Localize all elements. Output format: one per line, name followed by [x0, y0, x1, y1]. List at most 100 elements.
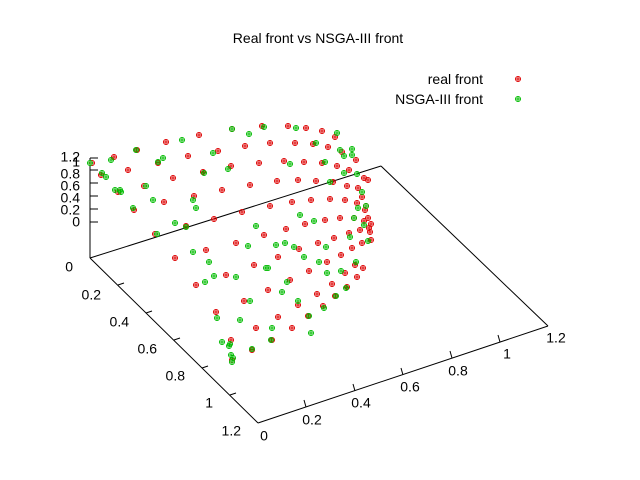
series-nsga-front [87, 124, 371, 365]
axis-y [89, 257, 259, 424]
data-point-nsga-front [206, 259, 212, 265]
data-point-nsga-front [150, 197, 156, 203]
data-point-real-front [357, 227, 363, 233]
data-point-nsga-front [321, 305, 327, 311]
y-tick-label: 0.2 [82, 287, 102, 303]
axis-right-edge [380, 165, 549, 327]
data-point-real-front [281, 158, 287, 164]
data-point-nsga-front [293, 125, 299, 131]
data-point-nsga-front [233, 274, 239, 280]
data-point-nsga-front [338, 268, 344, 274]
data-point-real-front [329, 281, 335, 287]
data-point-real-front [161, 199, 167, 205]
data-point-real-front [251, 262, 257, 268]
data-point-real-front [285, 123, 291, 129]
y-tick-label: 0.4 [110, 314, 130, 330]
data-point-nsga-front [354, 171, 360, 177]
data-point-nsga-front [237, 317, 243, 323]
y-axis-ticks: 0 0.2 0.4 0.6 0.8 1 1.2 [65, 259, 241, 439]
z-tick-label: 0 [72, 214, 80, 230]
z-tick-label: 0.4 [61, 190, 81, 206]
data-point-real-front [241, 298, 247, 304]
data-point-nsga-front [172, 220, 178, 226]
chart-title: Real front vs NSGA-III front [233, 30, 403, 46]
x-tick-label: 0.8 [448, 363, 468, 379]
data-point-nsga-front [316, 259, 322, 265]
data-point-nsga-front [225, 166, 231, 172]
data-point-nsga-front [284, 279, 290, 285]
data-point-real-front [365, 215, 371, 221]
data-point-nsga-front [287, 161, 293, 167]
y-tick-label: 0.8 [166, 368, 186, 384]
data-point-real-front [338, 252, 344, 258]
data-point-real-front [319, 160, 325, 166]
data-point-nsga-front [103, 174, 109, 180]
data-point-nsga-front [253, 223, 259, 229]
data-point-nsga-front [261, 124, 267, 130]
data-point-real-front [193, 282, 199, 288]
data-point-real-front [359, 240, 365, 246]
x-tick-label: 0.2 [302, 412, 322, 428]
data-point-nsga-front [359, 189, 365, 195]
data-point-nsga-front [334, 130, 340, 136]
data-point-nsga-front [349, 152, 355, 158]
y-tick-label: 0 [65, 259, 73, 275]
data-point-real-front [267, 140, 273, 146]
data-point-nsga-front [179, 137, 185, 143]
data-point-nsga-front [322, 159, 328, 165]
data-point-real-front [325, 144, 331, 150]
data-point-real-front [289, 325, 295, 331]
data-point-nsga-front [245, 243, 251, 249]
data-point-real-front [219, 187, 225, 193]
data-point-nsga-front [143, 183, 149, 189]
data-point-nsga-front [190, 249, 196, 255]
axes [89, 158, 549, 424]
data-point-real-front [267, 203, 273, 209]
data-point-real-front [303, 125, 309, 131]
data-point-real-front [261, 232, 267, 238]
x-tick-label: 0.4 [351, 395, 371, 411]
x-tick-label: 1.2 [546, 330, 566, 346]
data-point-real-front [223, 272, 229, 278]
data-point-nsga-front [297, 212, 303, 218]
data-point-real-front [346, 167, 352, 173]
data-point-nsga-front [355, 205, 361, 211]
data-point-nsga-front [108, 157, 114, 163]
data-point-nsga-front [308, 330, 314, 336]
data-point-real-front [242, 143, 248, 149]
legend-marker-nsga-front [515, 96, 521, 102]
data-point-nsga-front [327, 179, 333, 185]
data-point-nsga-front [249, 346, 255, 352]
data-point-real-front [334, 163, 340, 169]
data-point-nsga-front [353, 259, 359, 265]
data-point-nsga-front [190, 197, 196, 203]
data-point-real-front [349, 245, 355, 251]
data-point-real-front [289, 199, 295, 205]
legend-label-real-front: real front [428, 71, 483, 87]
data-point-nsga-front [361, 222, 367, 228]
y-tick-label: 1 [205, 395, 213, 411]
data-point-nsga-front [226, 343, 232, 349]
data-point-real-front [265, 287, 271, 293]
z-axis-ticks: 1.2 1 0.8 0.6 0.4 0.2 0 [61, 149, 81, 230]
data-point-nsga-front [247, 298, 253, 304]
data-point-nsga-front [112, 187, 118, 193]
z-tick-label: 0.8 [61, 166, 81, 182]
data-point-nsga-front [365, 238, 371, 244]
data-point-real-front [314, 291, 320, 297]
data-point-real-front [228, 163, 234, 169]
data-point-real-front [111, 154, 117, 160]
data-point-real-front [353, 157, 359, 163]
data-point-real-front [170, 175, 176, 181]
data-point-nsga-front [341, 170, 347, 176]
data-point-real-front [324, 259, 330, 265]
data-point-real-front [203, 247, 209, 253]
data-point-real-front [196, 132, 202, 138]
z-tick-label: 0.2 [61, 202, 81, 218]
z-tick-label: 1 [72, 154, 80, 170]
data-point-nsga-front [87, 160, 93, 166]
data-point-real-front [172, 255, 178, 261]
data-point-real-front [331, 235, 337, 241]
data-point-nsga-front [130, 205, 136, 211]
data-point-nsga-front [349, 146, 355, 152]
